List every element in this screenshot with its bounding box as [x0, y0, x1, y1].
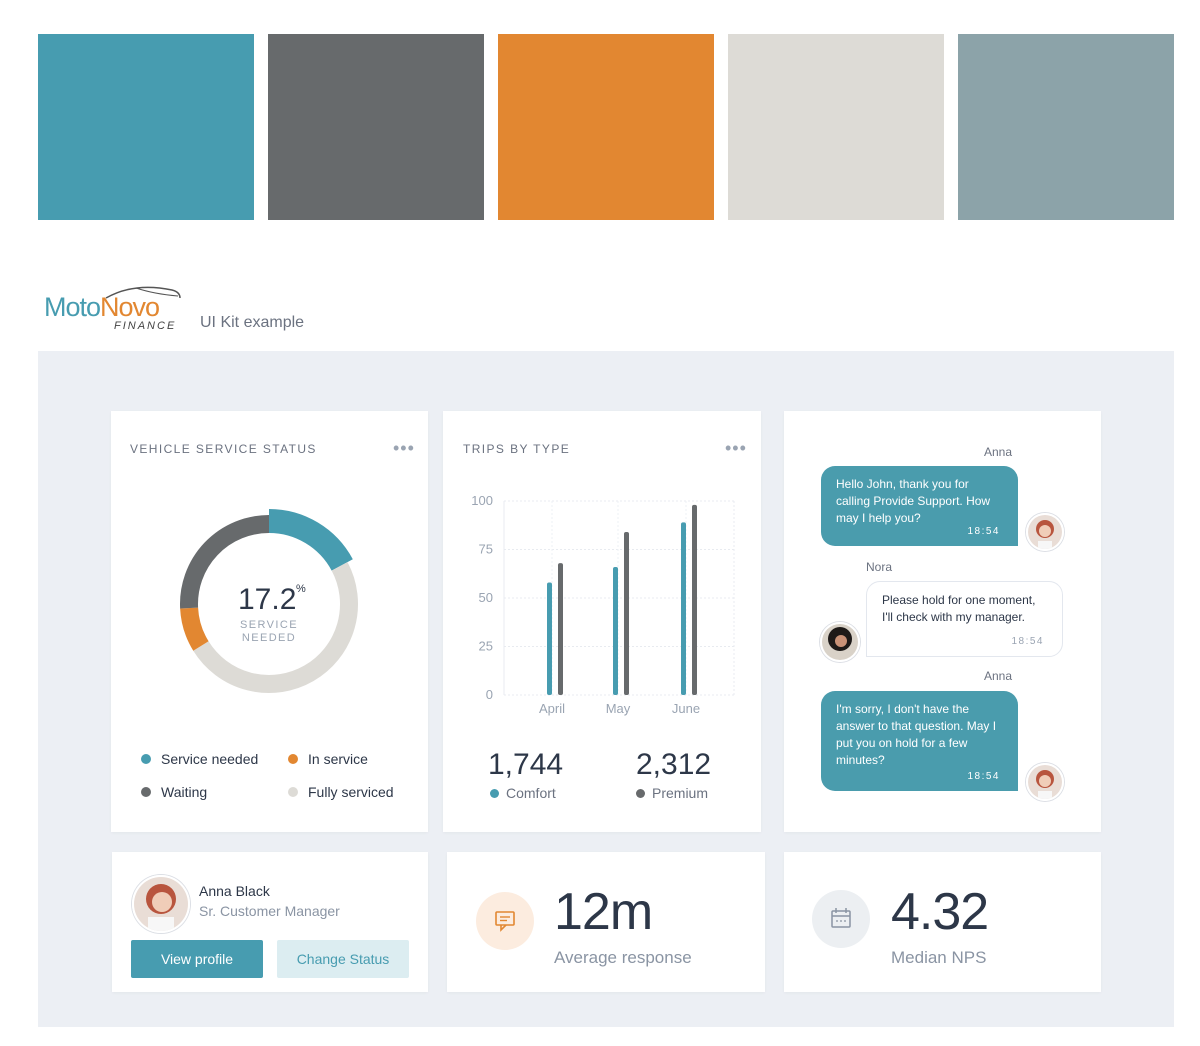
legend-waiting: Waiting: [141, 784, 207, 800]
sender-name: Nora: [866, 560, 893, 574]
legend-label: Fully serviced: [308, 784, 394, 800]
chat-message-1: Hello John, thank you for calling Provid…: [821, 466, 1018, 546]
legend-dot: [490, 788, 499, 798]
premium-label: Premium: [652, 785, 709, 801]
service-needed-unit: %: [296, 583, 306, 595]
trips-card: TRIPS BY TYPE ••• 100 75 50 25 0 April May June…: [443, 411, 761, 832]
bar-premium-june: [692, 504, 697, 695]
comfort-caption: Comfort: [490, 785, 556, 801]
swatch-4: [728, 34, 944, 220]
bar-comfort-may: [613, 566, 618, 695]
profile-role: Sr. Customer Manager: [199, 903, 340, 919]
dashboard-panel: VEHICLE SERVICE STATUS ••• 17.2 % SERVIC…: [38, 351, 1174, 1027]
x-tick-label: April: [539, 701, 565, 716]
nps-card: 4.32 Median NPS: [784, 852, 1101, 992]
donut-segment: [193, 562, 358, 693]
chat-message-3: I'm sorry, I don't have the answer to th…: [821, 691, 1018, 791]
legend-fully-serviced: Fully serviced: [288, 784, 394, 800]
service-needed-value: 17.2: [238, 583, 297, 616]
more-icon[interactable]: •••: [725, 438, 747, 458]
profile-avatar: [132, 875, 190, 933]
trips-bar-chart: 100 75 50 25 0 April May June: [471, 493, 735, 716]
response-icon-circle: [476, 892, 534, 950]
response-card: 12m Average response: [447, 852, 765, 992]
brand-logo: MotoNovo FINANCE: [44, 280, 194, 340]
nps-label: Median NPS: [891, 948, 987, 967]
ui-kit-label: UI Kit example: [200, 314, 305, 331]
chat-message-2: Please hold for one moment, I'll check w…: [866, 581, 1063, 657]
comfort-total: 1,744: [488, 748, 564, 781]
view-profile-button[interactable]: View profile: [131, 940, 263, 978]
avatar-nora: [820, 622, 860, 662]
donut-segment: [180, 607, 209, 651]
bar-premium-april: [558, 563, 563, 695]
legend-in-service: In service: [288, 751, 368, 767]
sender-name: Anna: [984, 669, 1013, 683]
legend-dot: [288, 787, 298, 797]
response-label: Average response: [554, 948, 692, 967]
message-time: 18:54: [967, 771, 1000, 782]
swatch-2: [268, 34, 484, 220]
brand-name-part1: Moto: [44, 292, 101, 322]
swatch-1: [38, 34, 254, 220]
card-title: TRIPS BY TYPE: [463, 442, 571, 456]
x-tick-label: June: [672, 701, 700, 716]
message-time: 18:54: [1011, 636, 1044, 647]
legend-dot: [636, 788, 645, 798]
message-text: Hello John, thank you for calling Provid…: [836, 477, 991, 525]
brand-name-part2: Novo: [100, 292, 160, 322]
y-tick-label: 75: [479, 542, 493, 557]
y-tick-label: 0: [486, 687, 493, 702]
legend-service-needed: Service needed: [141, 751, 258, 767]
avatar-anna: [1026, 763, 1064, 801]
comfort-label: Comfort: [506, 785, 556, 801]
swatch-5: [958, 34, 1174, 220]
response-value: 12m: [554, 883, 653, 941]
avatar-anna-icon: [1028, 515, 1062, 549]
nps-value: 4.32: [891, 883, 989, 941]
service-needed-caption: SERVICE NEEDED: [229, 619, 309, 645]
donut-chart: [180, 509, 358, 693]
x-tick-label: May: [606, 701, 631, 716]
bar-premium-may: [624, 532, 629, 695]
chat-card: Anna Hello John, thank you for calling P…: [784, 411, 1101, 832]
y-tick-label: 100: [471, 493, 493, 508]
y-tick-label: 25: [479, 639, 493, 654]
profile-name: Anna Black: [199, 883, 270, 899]
bar-comfort-april: [547, 582, 552, 695]
avatar-anna: [1026, 513, 1064, 551]
legend-dot: [141, 787, 151, 797]
bar-comfort-june: [681, 522, 686, 695]
y-tick-label: 50: [479, 590, 493, 605]
chat-icon: [495, 911, 515, 932]
avatar-nora-icon: [822, 624, 858, 660]
profile-card: Anna Black Sr. Customer Manager View pro…: [112, 852, 428, 992]
donut-segment: [268, 509, 353, 571]
legend-label: Waiting: [161, 784, 208, 800]
swatch-3: [498, 34, 714, 220]
caption-line-2: NEEDED: [241, 632, 297, 644]
message-text: Please hold for one moment, I'll check w…: [882, 593, 1036, 624]
profile-avatar-icon: [134, 877, 188, 931]
avatar-anna-icon: [1028, 765, 1062, 799]
vehicle-status-card: VEHICLE SERVICE STATUS ••• 17.2 % SERVIC…: [111, 411, 428, 832]
premium-caption: Premium: [636, 785, 708, 801]
change-status-button[interactable]: Change Status: [277, 940, 409, 978]
caption-line-1: SERVICE: [240, 619, 298, 631]
legend-dot: [288, 754, 298, 764]
legend-label: In service: [308, 751, 368, 767]
nps-icon-circle: [812, 890, 870, 948]
donut-segment: [180, 515, 270, 609]
message-text: I'm sorry, I don't have the answer to th…: [836, 702, 997, 767]
sender-name: Anna: [984, 445, 1013, 459]
legend-label: Service needed: [161, 751, 259, 767]
car-swoosh-icon: [105, 286, 181, 299]
more-icon[interactable]: •••: [393, 438, 415, 458]
legend-dot: [141, 754, 151, 764]
message-time: 18:54: [967, 526, 1000, 537]
premium-total: 2,312: [636, 748, 712, 781]
card-title: VEHICLE SERVICE STATUS: [130, 442, 317, 456]
brand-subtitle: FINANCE: [114, 320, 177, 332]
calendar-icon: [831, 908, 851, 928]
